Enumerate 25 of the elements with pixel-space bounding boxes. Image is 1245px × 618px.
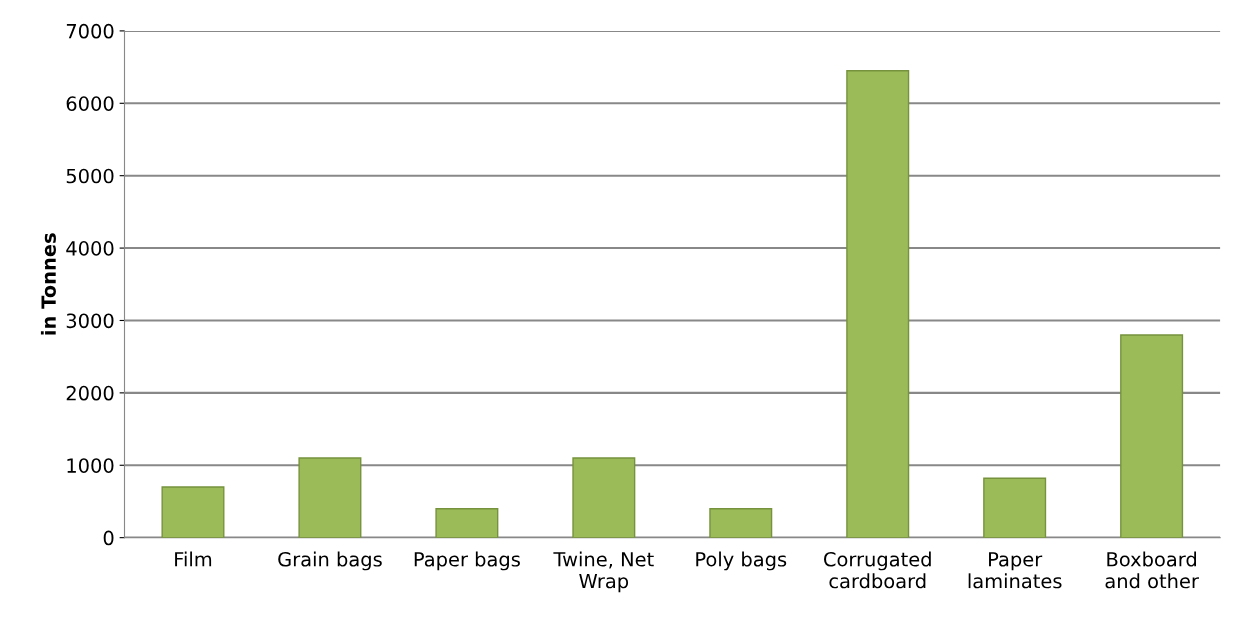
bar [846, 70, 910, 538]
bar [298, 457, 362, 538]
bar [709, 508, 773, 538]
x-tick-label: Paper bags [414, 551, 520, 571]
bar [983, 477, 1047, 538]
y-tick-label: 7000 [66, 23, 114, 39]
y-tick-label: 1000 [67, 458, 114, 473]
y-tick-label: 5000 [66, 168, 114, 184]
y-tick-label: 0 [103, 530, 114, 546]
x-tick-label: Film [175, 551, 212, 567]
bar [572, 457, 636, 538]
x-tick-label: Paper laminates [968, 552, 1062, 589]
y-axis-title: in Tonnes [40, 233, 56, 335]
x-tick-label: Corrugated cardboard [824, 551, 931, 589]
y-tick-label: 3000 [66, 313, 114, 329]
bar [1120, 334, 1184, 538]
y-tick-label: 4000 [66, 241, 114, 256]
x-tick-label: Boxboard and other [1105, 551, 1199, 589]
bar [161, 486, 225, 538]
x-tick-label: Twine, Net Wrap [553, 551, 654, 593]
y-tick-label: 2000 [66, 385, 114, 401]
y-tick-label: 6000 [66, 96, 114, 111]
bar [435, 508, 499, 538]
x-tick-label: Grain bags [278, 551, 382, 571]
x-tick-label: Poly bags [696, 551, 787, 571]
